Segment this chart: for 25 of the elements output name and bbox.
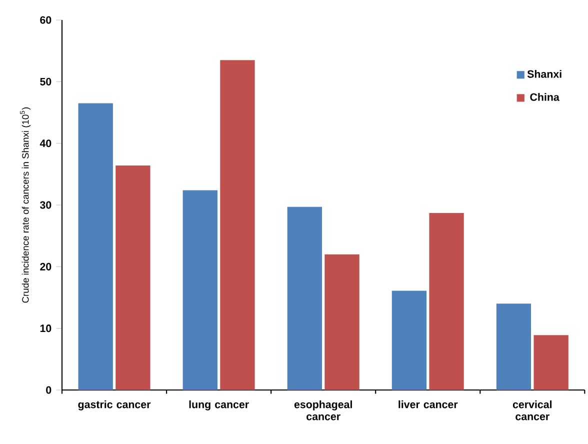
legend-label: China [530, 93, 560, 101]
bar [116, 166, 150, 390]
y-tick-label: 40 [40, 140, 52, 148]
x-tick-label: lung cancer [189, 400, 249, 410]
y-tick-label: 0 [46, 386, 52, 394]
bar [324, 254, 360, 390]
bar [496, 304, 532, 390]
bar [534, 335, 568, 390]
x-tick-label: liver cancer [398, 400, 458, 408]
x-tick-label: esophageal cancer [294, 400, 352, 420]
bar [182, 190, 218, 390]
y-axis-title: Crude incidence rate of cancers in Shanxi (10$^{5}$) [20, 107, 31, 303]
x-tick-label: gastric cancer [78, 400, 151, 410]
bar [78, 103, 113, 390]
bar [287, 206, 322, 390]
x-tick-label: cervical cancer [512, 400, 552, 420]
y-tick-label: 20 [40, 262, 52, 270]
y-tick-label: 10 [40, 324, 52, 332]
bar [429, 213, 464, 390]
legend-label: Shanxi [527, 70, 562, 78]
bar [392, 290, 427, 390]
y-tick-label: 50 [40, 78, 52, 86]
bar [220, 60, 255, 390]
y-tick-label: 60 [40, 16, 52, 24]
y-tick-label: 30 [40, 201, 52, 209]
